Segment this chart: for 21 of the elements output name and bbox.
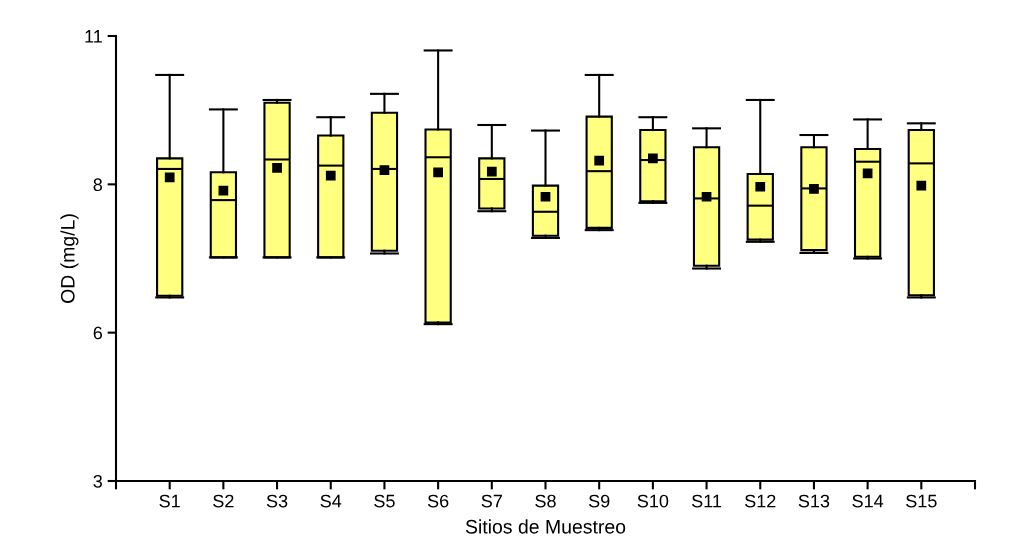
x-tick-label: S2: [213, 494, 234, 508]
x-tick-label: S11: [691, 494, 722, 508]
y-tick-label: 3: [93, 474, 103, 488]
x-tick-label: S4: [320, 494, 342, 508]
x-tick-label: S13: [798, 494, 830, 508]
y-tick-label: 8: [93, 178, 103, 192]
x-axis-title: Sitios de Muestreo: [465, 519, 626, 534]
x-tick-label: S15: [906, 494, 937, 508]
y-axis-title: OD (mg/L): [60, 214, 79, 303]
x-tick-label: S8: [535, 494, 556, 508]
x-tick-label: S1: [159, 494, 180, 508]
x-tick-label: S12: [745, 494, 776, 508]
x-tick-label: S3: [266, 494, 288, 508]
y-tick-label: 6: [93, 326, 103, 340]
x-tick-label: S5: [374, 494, 395, 508]
x-tick-label: S10: [637, 494, 669, 508]
x-tick-label: S14: [852, 494, 884, 508]
x-tick-label: S9: [588, 494, 610, 508]
y-tick-label: 11: [85, 30, 102, 43]
x-tick-label: S7: [481, 494, 502, 508]
x-tick-label: S6: [427, 494, 449, 508]
